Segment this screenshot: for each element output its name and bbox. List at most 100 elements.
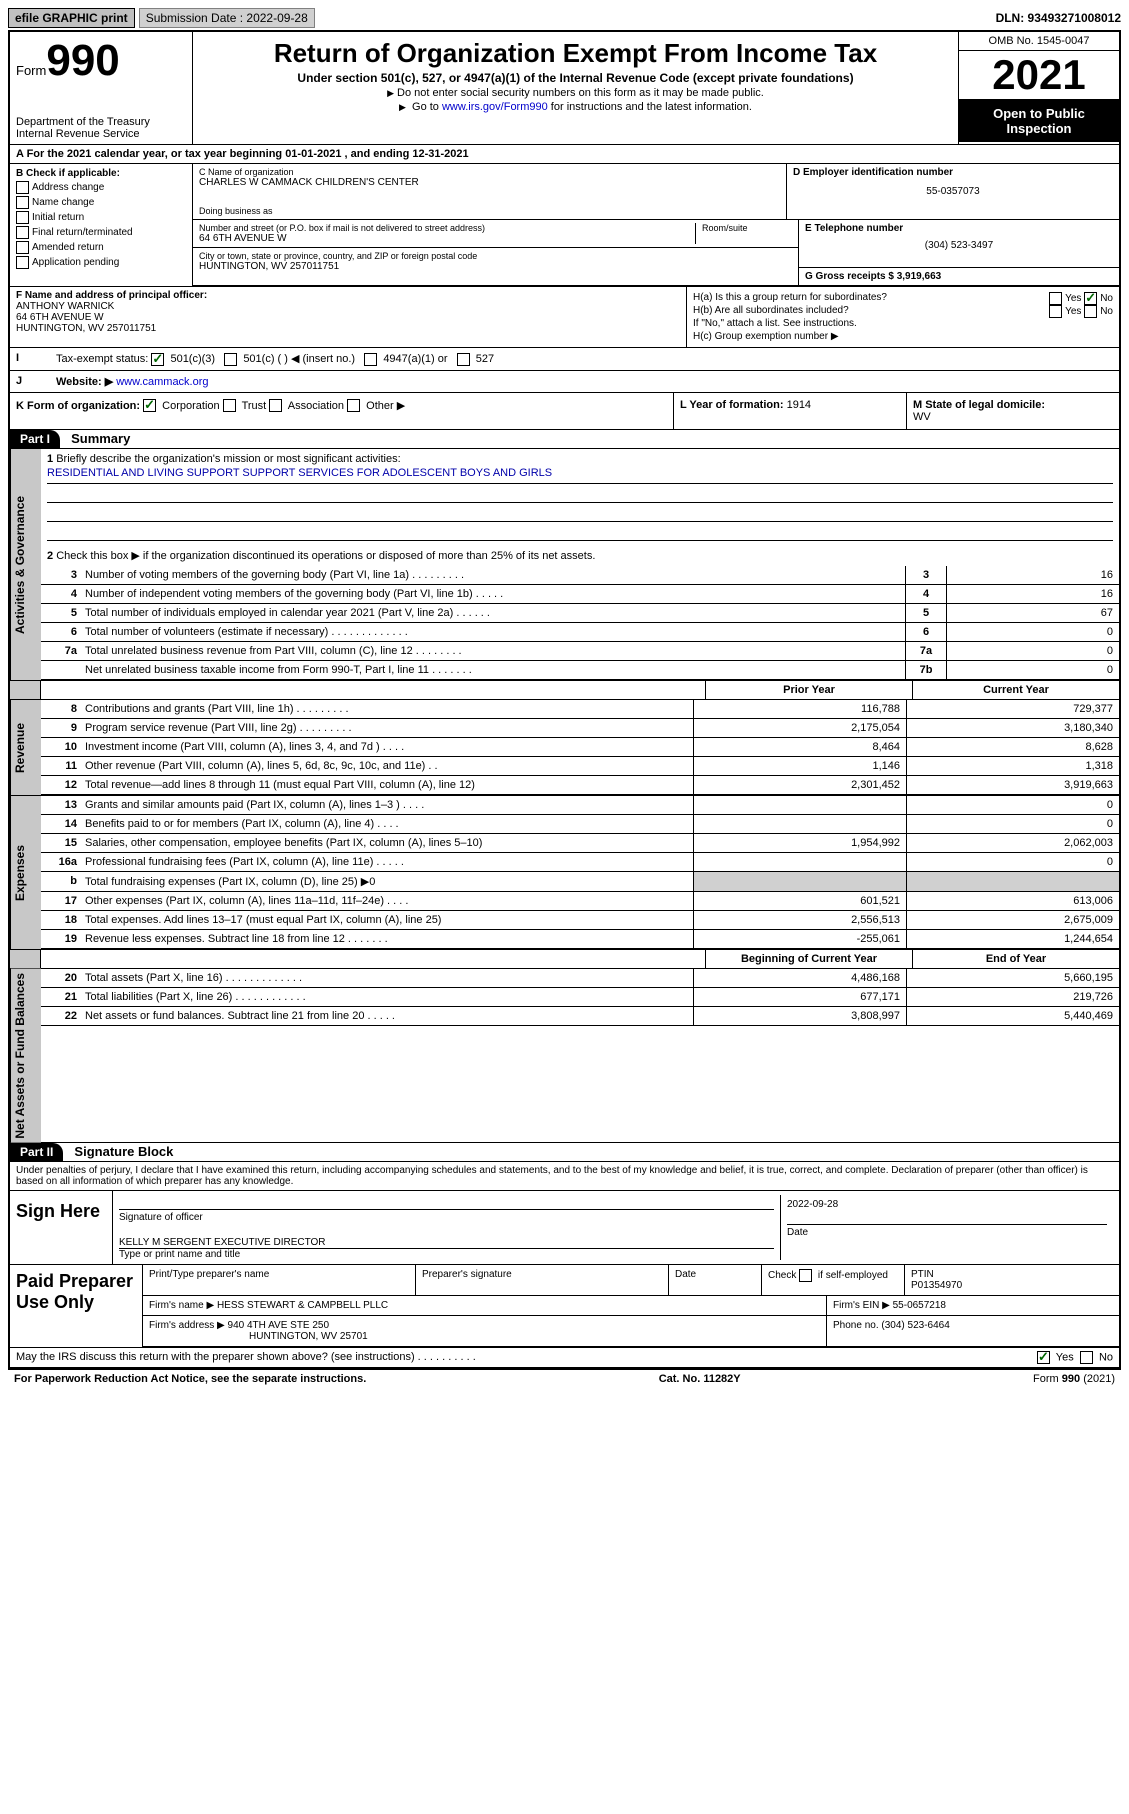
vtab-expenses: Expenses	[10, 796, 41, 949]
col-b-checkboxes: B Check if applicable: Address change Na…	[10, 164, 193, 286]
irs-label: Internal Revenue Service	[16, 128, 186, 140]
summary-line: 6Total number of volunteers (estimate if…	[41, 623, 1119, 642]
cb-501c[interactable]	[224, 353, 237, 366]
governance-block: Activities & Governance 1 Briefly descri…	[10, 449, 1119, 681]
summary-line: 21Total liabilities (Part X, line 26) . …	[41, 988, 1119, 1007]
summary-line: 13Grants and similar amounts paid (Part …	[41, 796, 1119, 815]
cb-4947[interactable]	[364, 353, 377, 366]
firm-name: Firm's name ▶ HESS STEWART & CAMPBELL PL…	[143, 1296, 827, 1315]
row-i-tax-status: I Tax-exempt status: 501(c)(3) 501(c) ( …	[10, 348, 1119, 371]
form-container: Form990 Department of the Treasury Inter…	[8, 30, 1121, 1370]
irs-discuss-row: May the IRS discuss this return with the…	[10, 1348, 1119, 1368]
summary-line: 9Program service revenue (Part VIII, lin…	[41, 719, 1119, 738]
sig-officer-line: Signature of officer	[119, 1209, 774, 1223]
block-b-c-d: B Check if applicable: Address change Na…	[10, 164, 1119, 287]
lbl-room: Room/suite	[702, 223, 792, 233]
cb-501c3[interactable]	[151, 353, 164, 366]
lbl-org-name: C Name of organization	[199, 167, 780, 177]
summary-line: 10Investment income (Part VIII, column (…	[41, 738, 1119, 757]
cb-self-employed[interactable]: Check if self-employed	[762, 1265, 905, 1295]
org-name: CHARLES W CAMMACK CHILDREN'S CENTER	[199, 177, 780, 188]
vtab-revenue: Revenue	[10, 700, 41, 795]
website-link[interactable]: www.cammack.org	[116, 376, 208, 388]
revenue-block: Revenue 8Contributions and grants (Part …	[10, 700, 1119, 796]
cb-trust[interactable]	[223, 399, 236, 412]
address: 64 6TH AVENUE W	[199, 233, 695, 244]
phone: (304) 523-3497	[805, 240, 1113, 251]
ptin: PTINP01354970	[905, 1265, 1119, 1295]
summary-line: 4Number of independent voting members of…	[41, 585, 1119, 604]
top-bar: efile GRAPHIC print Submission Date : 20…	[8, 8, 1121, 28]
dln: DLN: 93493271008012	[996, 11, 1121, 25]
expenses-block: Expenses 13Grants and similar amounts pa…	[10, 796, 1119, 950]
omb-number: OMB No. 1545-0047	[959, 32, 1119, 51]
summary-line: Net unrelated business taxable income fr…	[41, 661, 1119, 680]
summary-line: 15Salaries, other compensation, employee…	[41, 834, 1119, 853]
cb-discuss-yes[interactable]	[1037, 1351, 1050, 1364]
form-header: Form990 Department of the Treasury Inter…	[10, 32, 1119, 145]
row-f-h: F Name and address of principal officer:…	[10, 287, 1119, 348]
summary-line: 20Total assets (Part X, line 16) . . . .…	[41, 969, 1119, 988]
summary-line: 19Revenue less expenses. Subtract line 1…	[41, 930, 1119, 949]
prior-current-header: Prior Year Current Year	[10, 681, 1119, 700]
form-title: Return of Organization Exempt From Incom…	[199, 38, 952, 69]
ein: 55-0357073	[793, 186, 1113, 197]
cb-initial-return[interactable]: Initial return	[16, 211, 186, 224]
summary-line: 3Number of voting members of the governi…	[41, 566, 1119, 585]
lbl-city: City or town, state or province, country…	[199, 251, 792, 261]
summary-line: 18Total expenses. Add lines 13–17 (must …	[41, 911, 1119, 930]
cb-corp[interactable]	[143, 399, 156, 412]
row-a-tax-year: A For the 2021 calendar year, or tax yea…	[10, 145, 1119, 164]
firm-phone: Phone no. (304) 523-6464	[827, 1316, 1119, 1346]
vtab-governance: Activities & Governance	[10, 449, 41, 680]
summary-line: 5Total number of individuals employed in…	[41, 604, 1119, 623]
subtitle-2: Do not enter social security numbers on …	[199, 87, 952, 99]
tax-year: 2021	[959, 51, 1119, 100]
cb-app-pending[interactable]: Application pending	[16, 256, 186, 269]
q2: Check this box ▶ if the organization dis…	[56, 550, 595, 562]
lbl-preparer-sig: Preparer's signature	[416, 1265, 669, 1295]
lbl-phone: E Telephone number	[805, 223, 1113, 234]
cb-address-change[interactable]: Address change	[16, 181, 186, 194]
summary-line: bTotal fundraising expenses (Part IX, co…	[41, 872, 1119, 892]
q1-answer: RESIDENTIAL AND LIVING SUPPORT SUPPORT S…	[47, 465, 1113, 484]
cb-discuss-no[interactable]	[1080, 1351, 1093, 1364]
bottom-note: For Paperwork Reduction Act Notice, see …	[8, 1370, 1121, 1388]
sign-date-val: 2022-09-28	[787, 1199, 1107, 1210]
lbl-address: Number and street (or P.O. box if mail i…	[199, 223, 695, 233]
cb-other[interactable]	[347, 399, 360, 412]
row-j-website: J Website: ▶ www.cammack.org	[10, 371, 1119, 393]
cb-assoc[interactable]	[269, 399, 282, 412]
h-b-note: If "No," attach a list. See instructions…	[693, 318, 1113, 329]
summary-line: 16aProfessional fundraising fees (Part I…	[41, 853, 1119, 872]
summary-line: 8Contributions and grants (Part VIII, li…	[41, 700, 1119, 719]
h-b: H(b) Are all subordinates included? Yes …	[693, 305, 1113, 316]
firm-address: Firm's address ▶ 940 4TH AVE STE 250 HUN…	[143, 1316, 827, 1346]
open-public-badge: Open to Public Inspection	[959, 100, 1119, 142]
summary-line: 14Benefits paid to or for members (Part …	[41, 815, 1119, 834]
cb-name-change[interactable]: Name change	[16, 196, 186, 209]
lbl-officer: F Name and address of principal officer:	[16, 290, 680, 301]
part-i-header: Part I Summary	[10, 430, 1119, 449]
officer-addr: 64 6TH AVENUE W	[16, 312, 680, 323]
penalty-statement: Under penalties of perjury, I declare th…	[10, 1162, 1119, 1191]
cb-final-return[interactable]: Final return/terminated	[16, 226, 186, 239]
sign-here-block: Sign Here Signature of officer KELLY M S…	[10, 1191, 1119, 1265]
cb-527[interactable]	[457, 353, 470, 366]
part-ii-header: Part II Signature Block	[10, 1143, 1119, 1162]
efile-link[interactable]: efile GRAPHIC print	[8, 8, 135, 28]
summary-line: 22Net assets or fund balances. Subtract …	[41, 1007, 1119, 1026]
dept-treasury: Department of the Treasury	[16, 116, 186, 128]
q1: Briefly describe the organization's miss…	[56, 453, 400, 465]
row-k-l-m: K Form of organization: Corporation Trus…	[10, 393, 1119, 430]
vtab-net: Net Assets or Fund Balances	[10, 969, 41, 1143]
lbl-dba: Doing business as	[199, 206, 780, 216]
net-assets-block: Net Assets or Fund Balances 20Total asse…	[10, 969, 1119, 1144]
irs-link[interactable]: www.irs.gov/Form990	[442, 101, 548, 113]
gross-receipts: G Gross receipts $ 3,919,663	[799, 268, 1119, 285]
subtitle-3: Go to www.irs.gov/Form990 for instructio…	[199, 101, 952, 113]
submission-date: Submission Date : 2022-09-28	[139, 8, 315, 28]
cb-amended[interactable]: Amended return	[16, 241, 186, 254]
officer-typed: KELLY M SERGENT EXECUTIVE DIRECTOR	[119, 1237, 774, 1248]
summary-line: 7aTotal unrelated business revenue from …	[41, 642, 1119, 661]
